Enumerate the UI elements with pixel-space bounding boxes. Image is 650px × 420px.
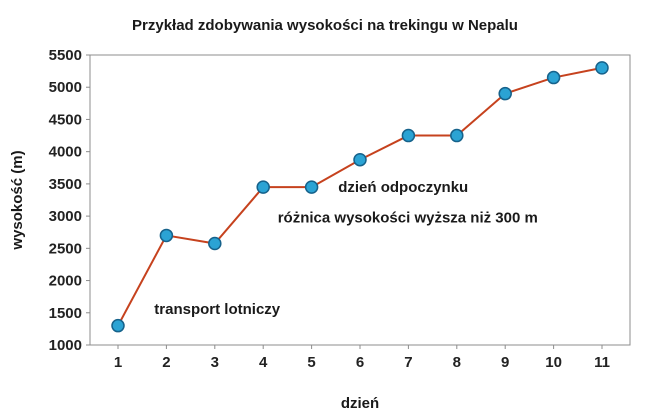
data-point: [401, 128, 416, 143]
x-tick-label: 11: [594, 354, 610, 371]
x-tick-label: 4: [259, 354, 268, 371]
data-points: [111, 61, 609, 333]
y-tick-label: 4500: [49, 111, 82, 128]
chart-annotations: transport lotniczy dzień odpoczynku różnic…: [154, 179, 538, 318]
data-point: [111, 318, 125, 333]
y-axis-label: wysokość (m): [9, 150, 26, 250]
data-point: [450, 128, 464, 143]
data-point: [353, 152, 367, 167]
x-tick-label: 7: [404, 354, 412, 371]
x-tick-label: 5: [307, 354, 315, 371]
x-tick-label: 8: [453, 354, 461, 371]
annotation-text: różnica wysokości wyższa niż 300 m: [278, 209, 538, 226]
data-point: [498, 86, 512, 101]
y-tick-label: 1500: [49, 305, 82, 322]
y-tick-label: 3000: [49, 208, 82, 225]
data-point: [256, 180, 270, 194]
x-tick-label: 2: [162, 354, 170, 371]
y-tick-label: 3500: [49, 176, 82, 193]
y-tick-label: 2000: [49, 273, 82, 290]
x-tick-label: 1: [114, 354, 122, 371]
data-point: [595, 61, 609, 75]
data-point: [304, 180, 319, 194]
y-tick-label: 1000: [49, 337, 82, 354]
x-tick-label: 3: [211, 354, 219, 371]
x-tick-label: 10: [545, 354, 562, 371]
x-tick-label: 9: [501, 354, 509, 371]
y-tick-label: 2500: [49, 240, 82, 257]
data-point: [159, 228, 174, 243]
annotation-text: dzień odpoczynku: [338, 179, 468, 196]
chart-title: Przykład zdobywania wysokości na treking…: [132, 17, 518, 34]
y-tick-label: 4000: [49, 144, 82, 161]
plot-area: [89, 54, 631, 346]
x-axis-label: dzień: [341, 395, 379, 412]
y-tick-label: 5000: [49, 79, 82, 96]
annotation-text: transport lotniczy: [154, 301, 281, 318]
data-point: [208, 236, 222, 251]
x-tick-label: 6: [356, 354, 364, 371]
y-tick-label: 5500: [49, 47, 82, 64]
data-point: [546, 70, 561, 85]
axis-ticks: 1000 1500 2000 2500 3000 3500 4000 4500 5000 5500…: [49, 47, 610, 371]
